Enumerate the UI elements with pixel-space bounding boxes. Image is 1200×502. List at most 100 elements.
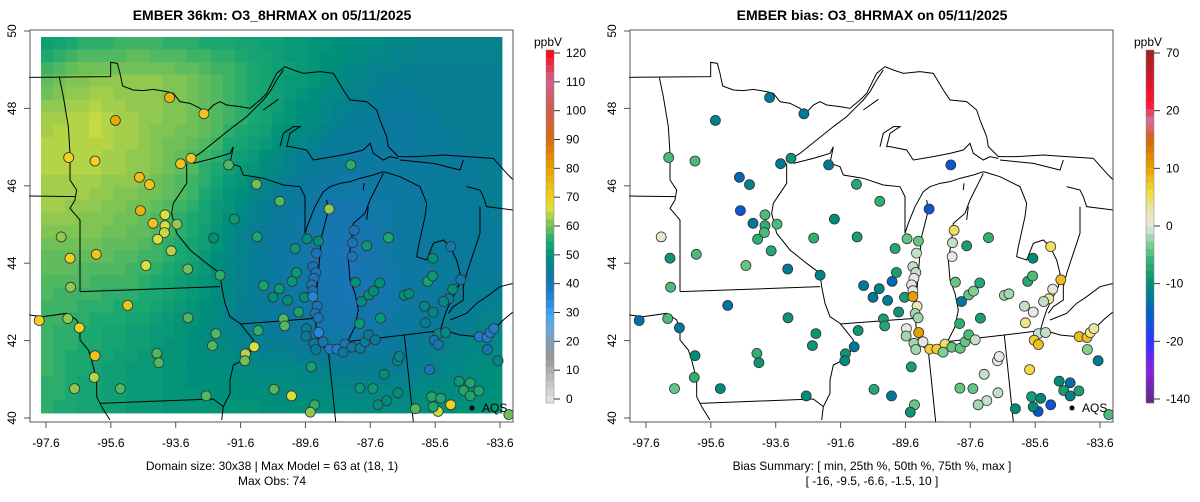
- grid-cell: [465, 162, 479, 176]
- grid-cell: [392, 162, 406, 176]
- grid-cell: [150, 387, 163, 401]
- station-marker: [911, 247, 922, 259]
- grid-cell: [465, 74, 479, 88]
- grid-cell: [477, 37, 491, 50]
- grid-cell: [453, 225, 466, 238]
- grid-cell: [380, 212, 394, 226]
- station-marker: [664, 252, 676, 264]
- grid-cell: [101, 212, 115, 226]
- grid-cell: [138, 49, 151, 63]
- grid-cell: [320, 49, 333, 63]
- grid-cell: [174, 237, 187, 251]
- grid-cell: [417, 74, 430, 88]
- grid-cell: [392, 375, 406, 389]
- station-marker: [282, 294, 294, 306]
- grid-cell: [198, 74, 212, 88]
- colorbar-segment: [546, 277, 554, 286]
- station-marker: [917, 336, 929, 348]
- station-marker: [904, 406, 916, 418]
- station-marker: [348, 224, 360, 236]
- grid-cell: [125, 262, 139, 276]
- grid-cell: [89, 262, 103, 276]
- grid-cell: [429, 99, 442, 113]
- station-marker: [905, 361, 917, 373]
- station-marker: [1038, 296, 1050, 307]
- station-marker: [945, 159, 957, 171]
- station-marker: [946, 251, 958, 263]
- grid-cell: [65, 400, 78, 414]
- grid-cell: [186, 137, 200, 151]
- station-marker: [969, 334, 981, 346]
- grid-cell: [113, 124, 127, 138]
- grid-cell: [125, 350, 139, 364]
- grid-cell: [235, 149, 248, 163]
- grid-cell: [344, 187, 357, 201]
- grid-cell: [259, 74, 272, 88]
- grid-cell: [271, 250, 285, 263]
- grid-cell: [162, 387, 175, 401]
- grid-cell: [307, 375, 321, 389]
- station-marker: [304, 406, 316, 418]
- grid-cell: [271, 49, 285, 63]
- grid-cell: [125, 37, 139, 50]
- x-tick-label: -85.6: [1021, 436, 1049, 450]
- grid-cell: [235, 362, 248, 376]
- station-marker: [198, 108, 210, 120]
- grid-cell: [453, 162, 466, 176]
- station-marker: [1027, 401, 1039, 413]
- grid-cell: [186, 174, 200, 188]
- grid-cell: [283, 400, 297, 414]
- grid-cell: [186, 237, 200, 251]
- station-marker: [147, 217, 159, 229]
- grid-cell: [332, 212, 345, 226]
- grid-cell: [477, 199, 491, 213]
- station-marker: [153, 357, 165, 369]
- station-marker: [714, 383, 726, 395]
- colorbar-segment: [1146, 380, 1154, 389]
- station-marker: [312, 235, 324, 247]
- grid-cell: [53, 37, 66, 50]
- colorbar-segment: [546, 380, 554, 389]
- station-marker: [33, 315, 45, 326]
- grid-cell: [186, 400, 200, 414]
- model-panel: EMBER 36km: O3_8HRMAX on 05/11/2025 -97.…: [5, 7, 586, 488]
- grid-cell: [150, 287, 163, 301]
- grid-cell: [259, 99, 272, 113]
- colorbar-tick-label: 80: [566, 161, 580, 175]
- colorbar-segment: [546, 175, 554, 183]
- station-marker: [74, 322, 85, 334]
- grid-cell: [295, 350, 309, 364]
- grid-cell: [404, 99, 418, 113]
- grid-cell: [150, 112, 163, 126]
- x-tick-label: -87.6: [957, 436, 985, 450]
- grid-cell: [174, 287, 187, 301]
- grid-cell: [404, 375, 418, 389]
- grid-cell: [380, 325, 394, 339]
- station-marker: [311, 247, 322, 259]
- grid-cell: [320, 187, 333, 201]
- grid-cell: [138, 387, 151, 401]
- grid-cell: [404, 325, 418, 339]
- grid-cell: [162, 187, 175, 201]
- grid-cell: [441, 124, 454, 138]
- grid-cell: [77, 375, 90, 389]
- grid-cell: [210, 74, 224, 88]
- grid-cell: [198, 250, 212, 263]
- grid-cell: [295, 49, 309, 63]
- grid-cell: [235, 137, 248, 151]
- grid-cell: [429, 225, 442, 238]
- grid-cell: [307, 174, 321, 188]
- grid-cell: [53, 62, 66, 75]
- grid-cell: [65, 362, 78, 376]
- station-marker: [427, 270, 439, 282]
- colorbar-segment: [546, 344, 554, 352]
- grid-cell: [198, 312, 212, 326]
- grid-cell: [453, 337, 466, 351]
- grid-cell: [404, 49, 418, 63]
- grid-cell: [259, 300, 272, 314]
- grid-cell: [125, 137, 139, 151]
- station-marker: [492, 355, 504, 367]
- grid-cell: [368, 225, 382, 238]
- grid-cell: [380, 162, 394, 176]
- station-marker: [912, 235, 924, 247]
